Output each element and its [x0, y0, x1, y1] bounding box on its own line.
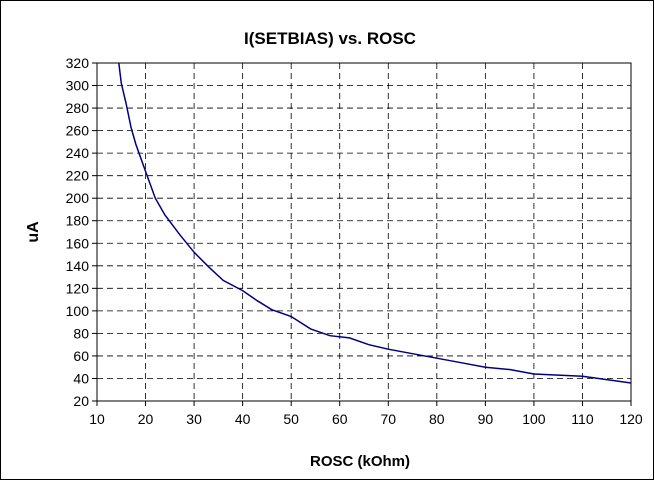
y-tick-label: 60: [73, 348, 89, 364]
x-tick-label: 30: [186, 411, 202, 427]
y-tick-label: 80: [73, 325, 89, 341]
grid: [97, 63, 631, 401]
y-tick-label: 180: [66, 213, 90, 229]
x-tick-label: 80: [429, 411, 445, 427]
y-tick-label: 140: [66, 258, 90, 274]
x-tick-label: 60: [332, 411, 348, 427]
x-tick-label: 70: [380, 411, 396, 427]
y-axis-label: uA: [25, 221, 42, 243]
x-tick-label: 40: [235, 411, 251, 427]
x-axis-label: ROSC (kOhm): [310, 453, 410, 470]
y-tick-label: 220: [66, 168, 90, 184]
x-tick-label: 100: [522, 411, 546, 427]
x-tick-label: 120: [619, 411, 643, 427]
y-tick-label: 300: [66, 78, 90, 94]
y-tick-label: 320: [66, 55, 90, 71]
y-axis-tick-labels: 20 40 60 80 100 120 140 160 180 200 220 240 260 280 30…: [66, 55, 97, 409]
y-tick-label: 280: [66, 100, 90, 116]
x-tick-label: 50: [283, 411, 299, 427]
chart-title: I(SETBIAS) vs. ROSC: [244, 29, 416, 48]
y-tick-label: 200: [66, 190, 90, 206]
series-line: [118, 62, 632, 384]
plot-area-border: [96, 62, 632, 402]
x-tick-label: 20: [138, 411, 154, 427]
y-tick-label: 260: [66, 123, 90, 139]
x-tick-label: 10: [89, 411, 105, 427]
x-tick-label: 90: [478, 411, 494, 427]
y-tick-label: 120: [66, 280, 90, 296]
x-tick-label: 110: [571, 411, 594, 427]
y-tick-label: 100: [66, 303, 90, 319]
y-tick-label: 160: [66, 235, 90, 251]
y-tick-label: 240: [66, 145, 90, 161]
y-tick-label: 40: [73, 370, 89, 386]
x-axis-tick-labels: 10 20 30 40 50 60 70 80 90 100 110 120: [89, 401, 643, 427]
y-tick-label: 20: [73, 393, 89, 409]
